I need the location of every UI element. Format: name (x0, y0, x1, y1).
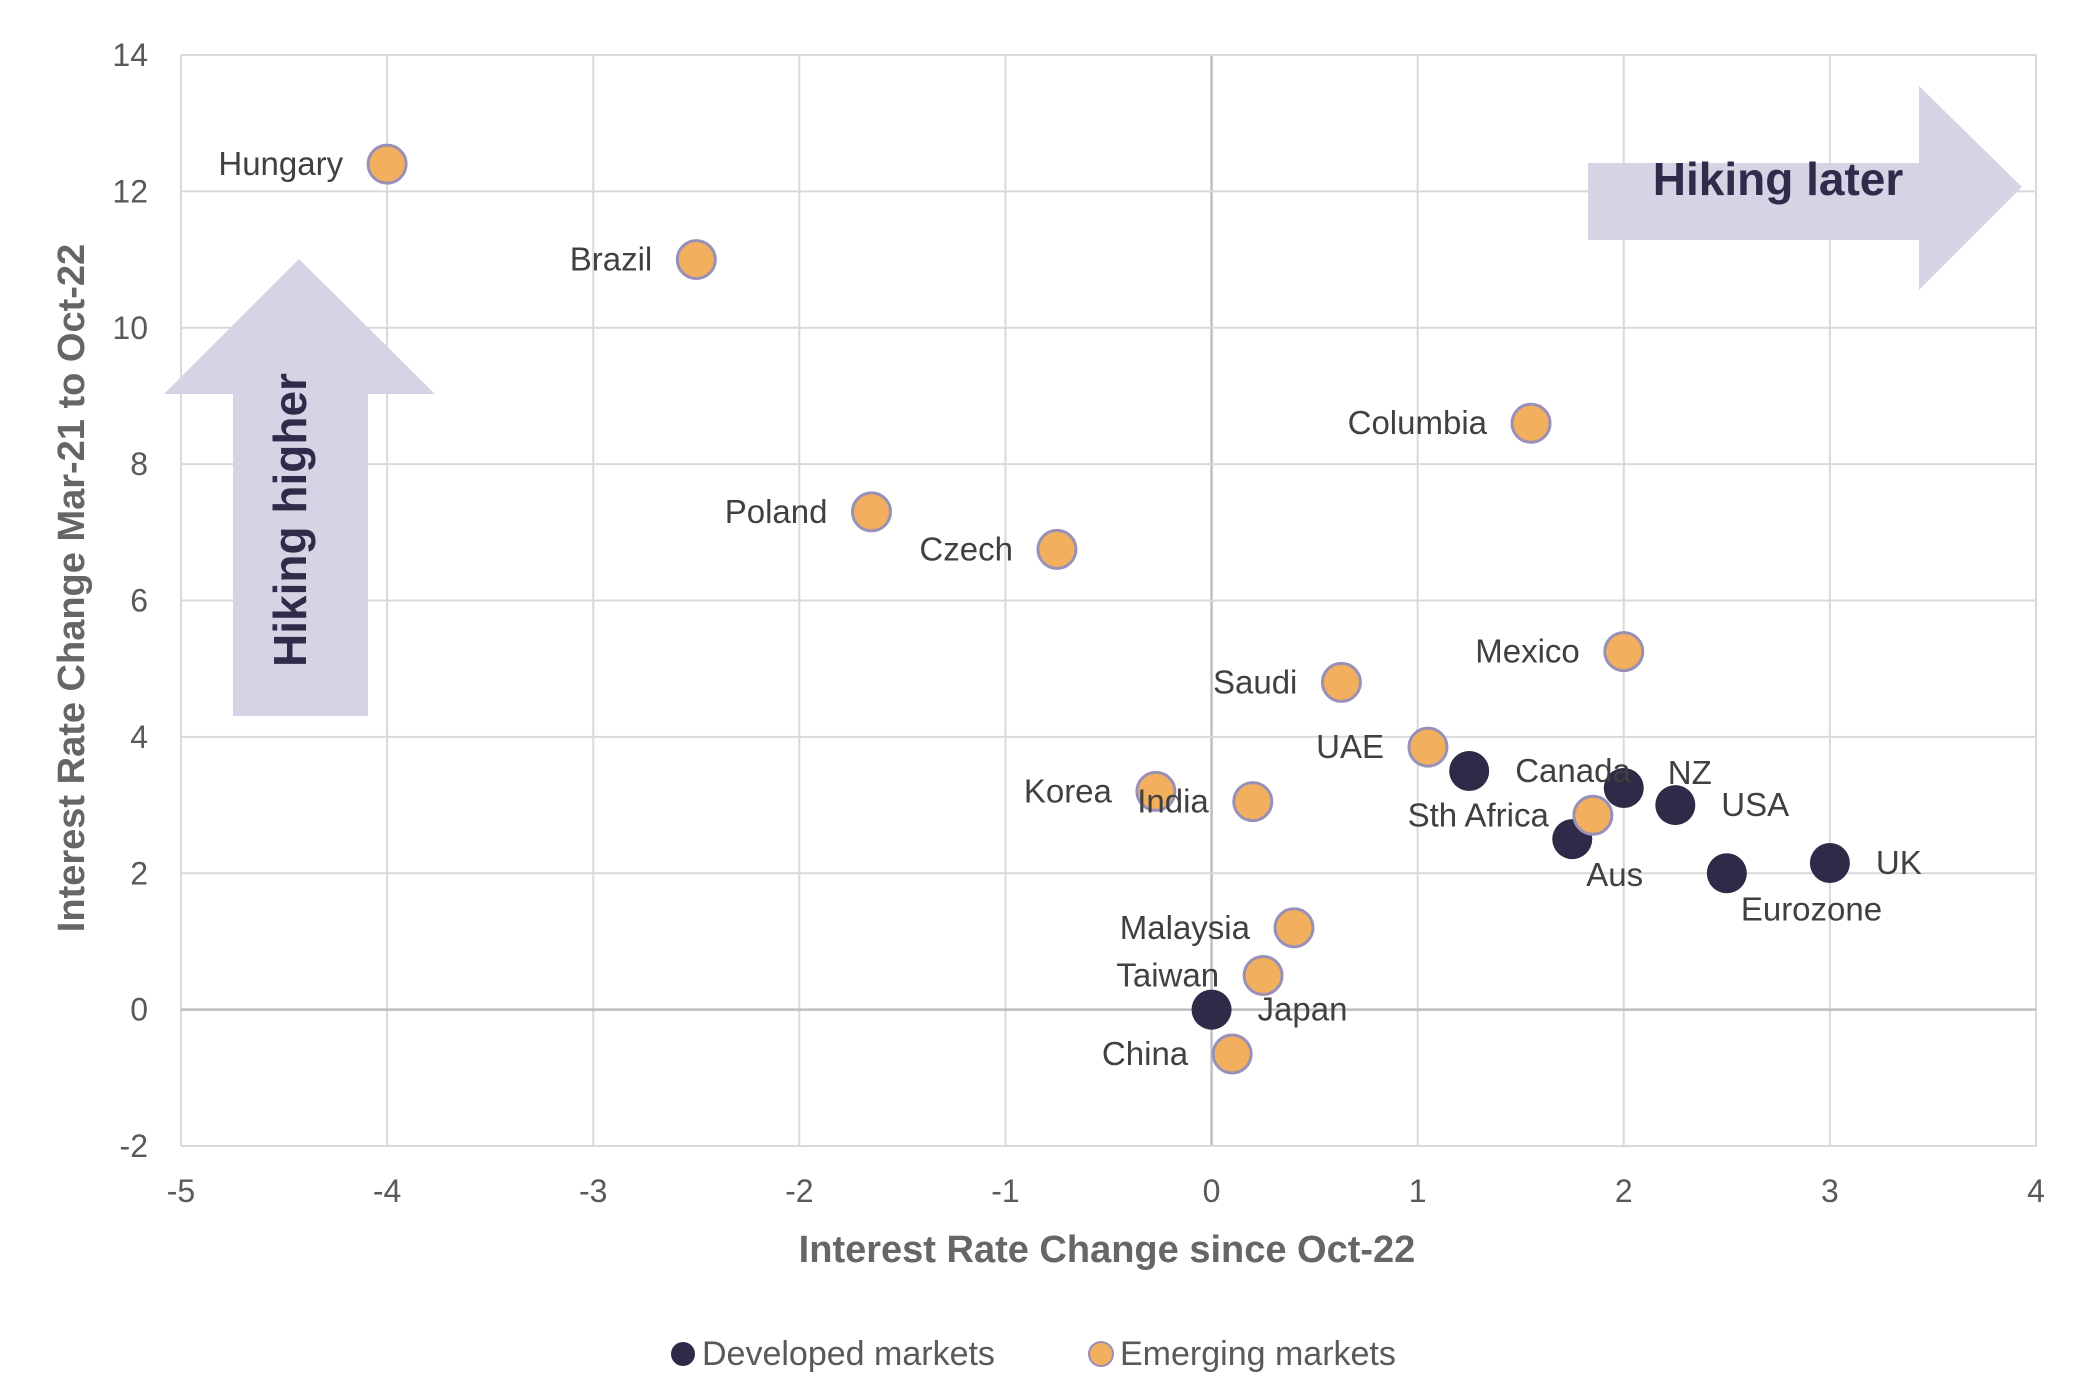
point-label: Brazil (570, 241, 653, 278)
y-tick-label: 6 (130, 583, 148, 619)
y-tick-label: 12 (112, 173, 148, 209)
x-tick-label: -1 (991, 1173, 1019, 1209)
hiking-higher-label: Hiking higher (264, 373, 316, 667)
y-tick-label: 14 (112, 37, 148, 73)
data-points (366, 143, 1850, 1075)
y-tick-label: 4 (130, 719, 148, 755)
emerging-market-point (850, 491, 892, 533)
point-label: Malaysia (1120, 909, 1251, 946)
legend-label-developed: Developed markets (702, 1335, 995, 1373)
emerging-market-point (366, 143, 408, 185)
x-tick-label: -4 (373, 1173, 401, 1209)
hiking-later-arrow (1588, 86, 2022, 290)
y-tick-label: 2 (130, 855, 148, 891)
legend: Developed markets Emerging markets (671, 1335, 1396, 1373)
x-tick-label: 1 (1409, 1173, 1427, 1209)
emerging-market-point (675, 239, 717, 281)
y-tick-label: 10 (112, 310, 148, 346)
emerging-market-point (1603, 631, 1645, 673)
y-axis-title: Interest Rate Change Mar-21 to Oct-22 (51, 244, 93, 932)
legend-marker-developed (671, 1342, 695, 1366)
y-tick-label: -2 (120, 1128, 148, 1164)
point-label: India (1137, 783, 1209, 820)
point-label: Poland (725, 493, 828, 530)
point-label: Canada (1515, 752, 1631, 789)
point-label: Columbia (1348, 404, 1488, 441)
developed-market-point (1655, 785, 1696, 826)
point-label: USA (1721, 786, 1789, 823)
point-label: NZ (1668, 754, 1712, 791)
developed-market-point (1191, 989, 1232, 1030)
point-label: Sth Africa (1408, 796, 1550, 833)
legend-marker-emerging (1088, 1341, 1114, 1367)
point-label: Japan (1258, 991, 1348, 1028)
point-label: Korea (1024, 772, 1113, 809)
emerging-market-point (1273, 907, 1315, 949)
developed-market-point (1809, 843, 1850, 884)
emerging-market-point (1242, 955, 1284, 997)
point-label: China (1102, 1035, 1189, 1072)
emerging-market-point (1232, 781, 1274, 823)
annotations: Hiking later Hiking higher (164, 86, 2022, 716)
y-tick-label: 8 (130, 446, 148, 482)
point-label: Eurozone (1741, 890, 1882, 927)
x-tick-label: -2 (785, 1173, 813, 1209)
emerging-market-point (1320, 661, 1362, 703)
x-tick-label: 2 (1615, 1173, 1633, 1209)
x-axis-title: Interest Rate Change since Oct-22 (799, 1229, 1416, 1271)
developed-market-point (1706, 853, 1747, 894)
emerging-market-point (1135, 770, 1177, 812)
developed-market-point (1449, 750, 1490, 791)
legend-label-emerging: Emerging markets (1120, 1335, 1396, 1373)
point-label: Aus (1586, 856, 1643, 893)
hiking-later-label: Hiking later (1653, 153, 1904, 205)
point-label: UAE (1316, 728, 1384, 765)
developed-market-point (1603, 768, 1644, 809)
point-label: UK (1876, 844, 1922, 881)
emerging-market-point (1407, 726, 1449, 768)
emerging-market-point (1510, 402, 1552, 444)
x-tick-label: 3 (1821, 1173, 1839, 1209)
point-label: Hungary (218, 145, 343, 182)
point-label: Saudi (1213, 663, 1297, 700)
x-tick-label: 0 (1203, 1173, 1221, 1209)
hiking-higher-arrow (164, 259, 435, 716)
point-label: Mexico (1475, 633, 1580, 670)
emerging-market-point (1036, 528, 1078, 570)
emerging-market-point (1211, 1033, 1253, 1075)
x-tick-label: 4 (2027, 1173, 2045, 1209)
point-label: Taiwan (1116, 957, 1219, 994)
x-tick-label: -3 (579, 1173, 607, 1209)
point-label: Czech (919, 530, 1013, 567)
y-tick-label: 0 (130, 992, 148, 1028)
x-tick-label: -5 (167, 1173, 195, 1209)
emerging-market-point (1572, 794, 1614, 836)
